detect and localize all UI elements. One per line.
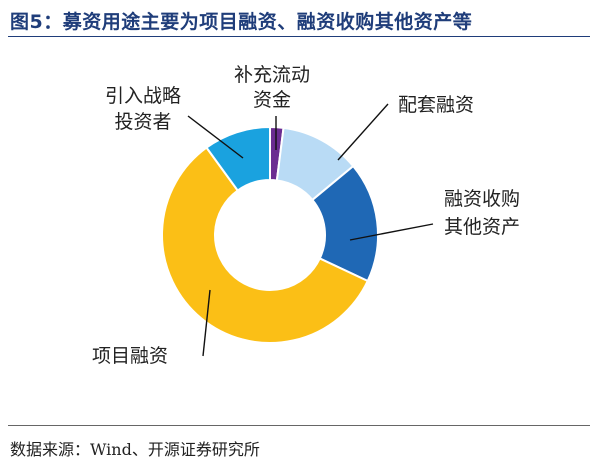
slice-label: 融资收购其他资产 [444, 188, 520, 238]
leader-line [202, 289, 211, 357]
slice-label: 配套融资 [398, 94, 474, 116]
slice-label-line: 引入战略 [105, 85, 181, 107]
donut-slice [161, 146, 370, 344]
slice-label-line: 配套融资 [398, 94, 474, 116]
leader-line [187, 115, 244, 159]
donut-slices [161, 125, 379, 344]
slice-label-line: 补充流动 [234, 64, 310, 86]
slice-label-line: 项目融资 [92, 345, 168, 367]
figure-title: 图5：募资用途主要为项目融资、融资收购其他资产等 [10, 11, 473, 33]
slice-label-line: 融资收购 [444, 188, 520, 210]
slice-label-line: 投资者 [114, 111, 171, 133]
slice-label-line: 其他资产 [444, 216, 520, 238]
title-rule [8, 36, 590, 37]
slice-label-line: 资金 [253, 89, 291, 111]
slice-label: 补充流动资金 [234, 64, 310, 111]
slice-label: 引入战略投资者 [105, 85, 181, 133]
label-leader-lines [187, 103, 434, 357]
source-note: 数据来源：Wind、开源证券研究所 [10, 440, 260, 459]
slice-label: 项目融资 [92, 345, 168, 367]
leader-line [349, 223, 434, 241]
source-rule [8, 425, 590, 426]
leader-line [337, 103, 389, 161]
